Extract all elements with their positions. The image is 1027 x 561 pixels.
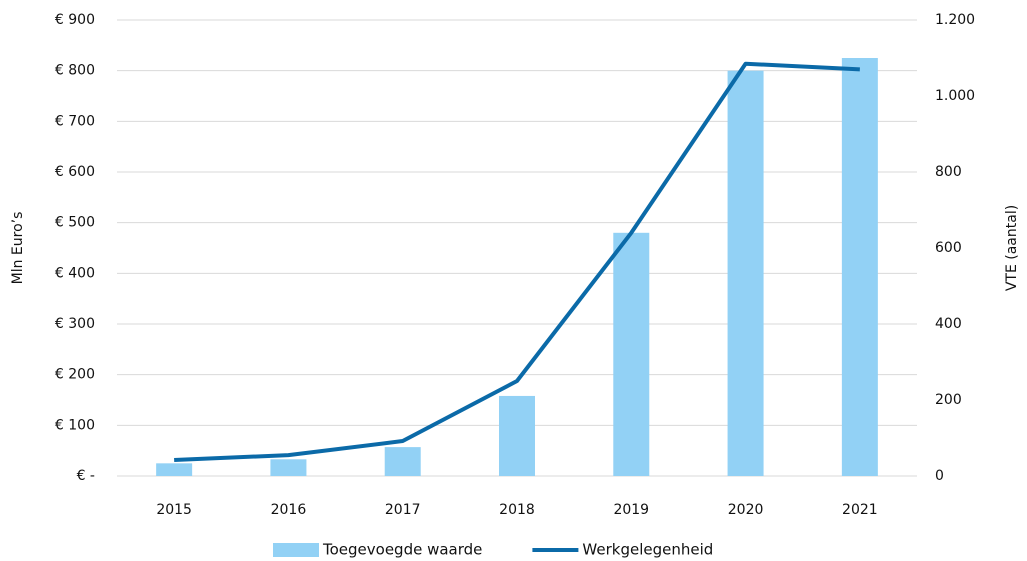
- x-tick-label: 2020: [728, 502, 764, 518]
- legend-label: Werkgelegenheid: [582, 541, 713, 559]
- bar: [384, 447, 421, 476]
- y-tick-label: € 800: [55, 63, 95, 79]
- bar: [156, 463, 193, 476]
- y-tick-label: € 300: [55, 316, 95, 332]
- y-tick-label: € 200: [55, 367, 95, 383]
- y-tick-label: € 900: [55, 12, 95, 28]
- x-tick-label: 2015: [156, 502, 192, 518]
- legend-label: Toegevoegde waarde: [322, 541, 482, 559]
- y2-tick-label: 1.200: [935, 12, 975, 28]
- y-tick-label: € 500: [55, 215, 95, 231]
- bar: [727, 70, 764, 477]
- x-tick-label: 2021: [842, 502, 878, 518]
- y-axis-label: Mln Euro’s: [10, 212, 26, 285]
- y-tick-label: € 100: [55, 417, 95, 433]
- bar: [613, 232, 650, 476]
- y2-tick-label: 1.000: [935, 88, 975, 104]
- x-tick-label: 2016: [271, 502, 307, 518]
- y-tick-label: € 700: [55, 113, 95, 129]
- y2-tick-label: 0: [935, 468, 944, 484]
- bar: [841, 58, 878, 476]
- x-tick-label: 2019: [613, 502, 649, 518]
- y-tick-label: € 400: [55, 265, 95, 281]
- x-tick-label: 2017: [385, 502, 421, 518]
- y-tick-label: € -: [77, 468, 95, 484]
- x-tick-label: 2018: [499, 502, 535, 518]
- line: [174, 61, 860, 463]
- y2-tick-label: 600: [935, 240, 962, 256]
- y-tick-label: € 600: [55, 164, 95, 180]
- bar: [270, 459, 307, 476]
- y2-axis-label: VTE (aantal): [1004, 205, 1020, 291]
- bar: [499, 395, 535, 476]
- y2-tick-label: 400: [935, 316, 962, 332]
- legend-swatch: [273, 543, 319, 557]
- y2-tick-label: 200: [935, 392, 962, 408]
- y2-tick-label: 800: [935, 164, 962, 180]
